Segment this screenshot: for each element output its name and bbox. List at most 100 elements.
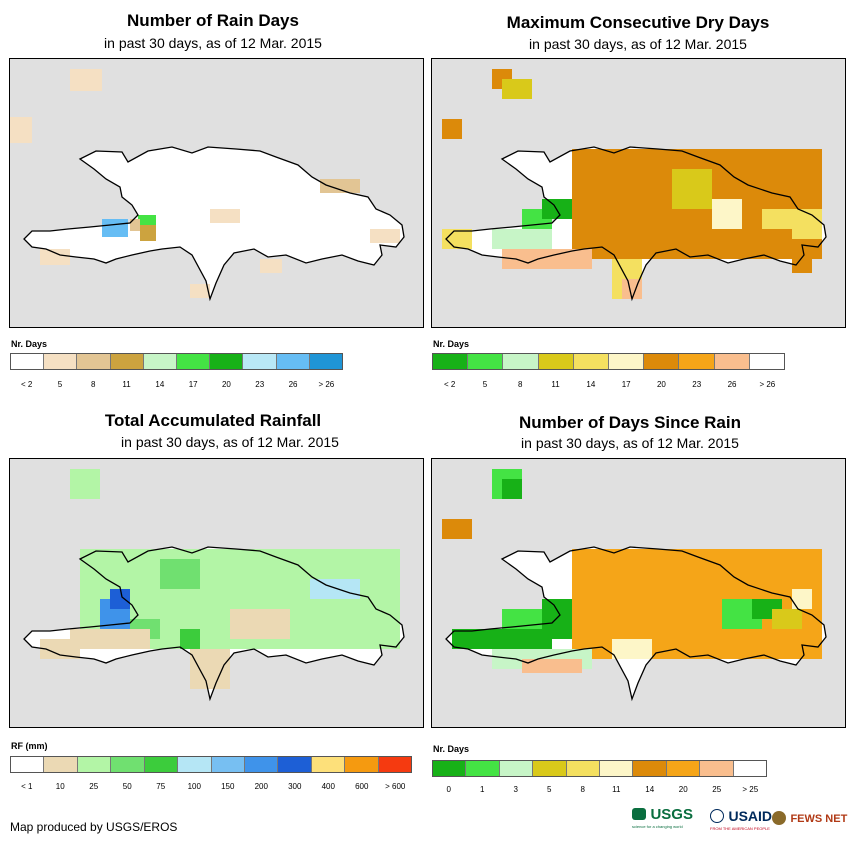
grid-cell (310, 579, 360, 599)
grid-cell (792, 259, 812, 273)
legend-swatch (433, 761, 467, 776)
legend-swatch (533, 761, 567, 776)
panel-title: Number of Rain Days (127, 11, 299, 30)
legend-label: 17 (621, 380, 631, 389)
grid-cell (442, 229, 472, 249)
legend-swatch (211, 757, 245, 772)
grid-cell (492, 229, 552, 249)
grid-cell (370, 229, 400, 243)
legend-labels: < 2 5 8 11 14 17 20 23 26 > 26 (10, 380, 343, 392)
legend-title: RF (mm) (11, 741, 48, 751)
grid-cell (772, 609, 802, 629)
legend-label: 14 (155, 380, 165, 389)
legend-label: 11 (612, 785, 621, 794)
legend-title: Nr. Days (11, 339, 48, 349)
legend-label: 100 (187, 782, 201, 791)
legend-label: 10 (55, 782, 65, 791)
grid-cell (452, 629, 552, 649)
legend-label: 23 (255, 380, 265, 389)
legend-bar (432, 353, 785, 370)
legend-label: 5 (57, 380, 63, 389)
legend-label: < 2 (20, 380, 33, 389)
panel-title: Maximum Consecutive Dry Days (506, 13, 770, 32)
grid-cell (612, 169, 672, 219)
legend-label: 25 (712, 785, 722, 794)
legend-labels: 0 1 3 5 8 11 14 20 25 > 25 (432, 785, 767, 797)
grid-cell (70, 469, 100, 499)
grid-cell (442, 119, 462, 139)
coastline (445, 546, 827, 702)
legend-bar (10, 756, 412, 773)
legend-swatch (700, 761, 734, 776)
grid-cell (260, 259, 282, 273)
legend-swatch (243, 354, 277, 369)
legend-label: 11 (551, 380, 560, 389)
legend-swatch (749, 354, 785, 369)
legend-label: 600 (355, 782, 369, 791)
usgs-wordmark: USGS (650, 806, 693, 823)
grid-cell (502, 249, 592, 269)
legend-label: 8 (91, 380, 96, 389)
grid-cell (320, 179, 360, 193)
grid-cell (190, 649, 230, 689)
legend-swatch (11, 757, 45, 772)
legend-labels: < 2 5 8 11 14 17 20 23 26 > 26 (432, 380, 785, 392)
legend-swatch (178, 757, 212, 772)
map-max-dry-days[interactable] (431, 58, 846, 328)
grid-cell (792, 589, 812, 609)
grid-cell (160, 559, 200, 589)
fewsnet-globe-icon (772, 811, 786, 825)
legend-label: < 2 (443, 380, 456, 389)
legend-swatch (44, 354, 78, 369)
grid-cell (190, 284, 210, 298)
legend-label: 20 (221, 380, 231, 389)
legend-label: > 25 (742, 785, 759, 794)
legend-label: 75 (156, 782, 166, 791)
grid-cell (792, 209, 822, 239)
legend-swatch (44, 757, 78, 772)
logo-strip: USGS science for a changing world USAID … (632, 806, 847, 836)
legend-title: Nr. Days (433, 339, 470, 349)
legend-bar (10, 353, 343, 370)
coastline (23, 546, 405, 702)
legend-swatch (378, 757, 412, 772)
legend-swatch (679, 354, 715, 369)
legend-label: 1 (480, 785, 485, 794)
legend-label: 0 (446, 785, 451, 794)
map-days-since-rain[interactable] (431, 458, 846, 728)
legend-swatch (538, 354, 574, 369)
legend-label: 20 (678, 785, 688, 794)
legend-swatch (143, 354, 178, 369)
grid-cell (40, 639, 80, 659)
grid-cell (672, 169, 712, 209)
legend-swatch (499, 761, 534, 776)
legend-label: 17 (188, 380, 198, 389)
legend-swatch (714, 354, 750, 369)
grid-cell (572, 549, 822, 659)
coastline (445, 146, 827, 302)
legend-swatch (276, 354, 310, 369)
legend-bar (432, 760, 767, 777)
legend-label: 300 (288, 782, 302, 791)
legend-swatch (144, 757, 179, 772)
fewsnet-logo: FEWS NET (772, 809, 847, 827)
map-rain-days[interactable] (9, 58, 424, 328)
grid-cell (442, 519, 472, 539)
legend-label: 5 (547, 785, 552, 794)
grid-cell (230, 609, 290, 639)
legend-swatch (77, 354, 111, 369)
legend-swatch (111, 757, 145, 772)
legend-labels: < 1 10 25 50 75 100 150 200 300 400 600 > 600 (10, 782, 412, 794)
legend-label: 400 (321, 782, 335, 791)
map-canvas (442, 69, 827, 302)
grid-cell (130, 219, 140, 231)
legend-swatch (573, 354, 610, 369)
fewsnet-wordmark: FEWS NET (790, 813, 848, 825)
legend-swatch (345, 757, 379, 772)
map-total-rainfall[interactable] (9, 458, 424, 728)
grid-cell (502, 479, 522, 499)
panel-title: Number of Days Since Rain (518, 413, 741, 432)
legend-swatch (110, 354, 144, 369)
grid-cell (180, 629, 200, 649)
legend-swatch (177, 354, 211, 369)
